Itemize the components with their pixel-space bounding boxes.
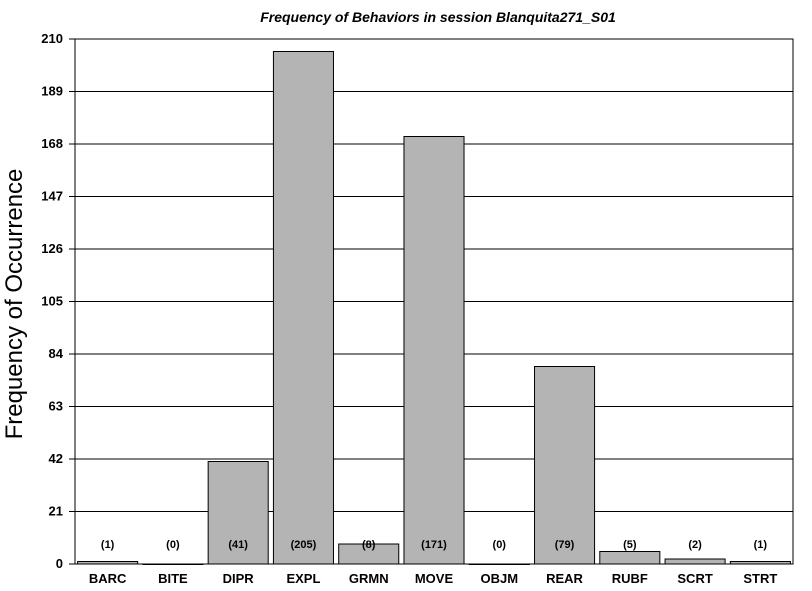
x-tick-label-objm: OBJM: [480, 571, 518, 586]
data-label-expl: (205): [291, 539, 317, 551]
data-label-move: (171): [421, 539, 447, 551]
data-labels: (1) (0) (41) (205) (8) (171) (0) (79) (5) (2) (1): [101, 539, 768, 551]
y-tick-label: 21: [49, 504, 63, 519]
x-tick-label-barc: BARC: [89, 571, 127, 586]
x-tick-label-bite: BITE: [158, 571, 188, 586]
y-tick-label: 105: [41, 294, 63, 309]
y-tick-label: 210: [41, 31, 63, 46]
bar-rear: [534, 366, 596, 565]
y-axis-ticks: 0 21 42 63 84 105 126 147 168 189 210: [41, 31, 75, 571]
x-axis-ticks: BARC BITE DIPR EXPL GRMN MOVE OBJM REAR RUBF SCRT…: [89, 571, 778, 586]
y-tick-label: 126: [41, 241, 63, 256]
y-tick-label: 168: [41, 136, 63, 151]
bar-expl: [272, 51, 334, 565]
y-axis-label: Frequency of Occurrence: [1, 169, 28, 440]
bar-rubf: [599, 551, 661, 565]
bars: [77, 51, 791, 565]
data-label-strt: (1): [754, 539, 768, 551]
y-tick-label: 42: [49, 451, 63, 466]
plot-frame: [74, 38, 794, 565]
x-tick-label-expl: EXPL: [286, 571, 320, 586]
chart-title: Frequency of Behaviors in session Blanqu…: [260, 9, 616, 25]
y-tick-label: 189: [41, 84, 63, 99]
x-tick-label-grmn: GRMN: [349, 571, 389, 586]
y-tick-label: 147: [41, 189, 63, 204]
data-label-dipr: (41): [228, 539, 248, 551]
y-tick-label: 63: [49, 399, 63, 414]
y-tick-label: 84: [49, 346, 64, 361]
bar-dipr: [207, 461, 269, 565]
data-label-rubf: (5): [623, 539, 637, 551]
x-tick-label-rubf: RUBF: [612, 571, 648, 586]
x-tick-label-strt: STRT: [743, 571, 777, 586]
data-label-scrt: (2): [688, 539, 702, 551]
x-tick-label-scrt: SCRT: [677, 571, 712, 586]
y-tick-label: 0: [56, 556, 63, 571]
data-label-bite: (0): [166, 539, 180, 551]
x-tick-label-move: MOVE: [415, 571, 454, 586]
data-label-rear: (79): [555, 539, 575, 551]
data-label-barc: (1): [101, 539, 115, 551]
x-tick-label-rear: REAR: [546, 571, 583, 586]
bar-scrt: [664, 558, 726, 565]
x-tick-label-dipr: DIPR: [223, 571, 255, 586]
data-label-grmn: (8): [362, 539, 376, 551]
data-label-objm: (0): [493, 539, 507, 551]
bar-move: [403, 136, 465, 565]
